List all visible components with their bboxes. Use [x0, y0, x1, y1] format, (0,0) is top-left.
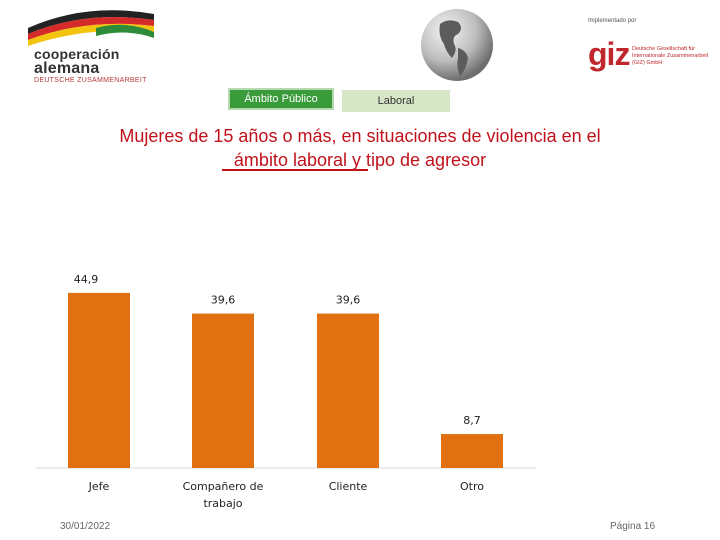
footer-page-number: Página 16 — [610, 521, 656, 532]
logo-text-cooperacion: cooperación — [34, 46, 120, 62]
category-label-4: Otro — [460, 480, 484, 493]
bar-3 — [317, 313, 379, 468]
footer-date: 30/01/2022 — [60, 521, 111, 532]
logo-text-deutsche: DEUTSCHE ZUSAMMENARBEIT — [34, 77, 147, 84]
data-label-1: 44,9 — [74, 273, 99, 286]
chart-title-underlined: ámbito laboral — [233, 150, 352, 170]
data-label-3: 39,6 — [336, 294, 361, 307]
globe-icon — [421, 9, 493, 81]
giz-subtitle: Deutsche Gesellschaft für Internationale… — [632, 46, 709, 66]
title-underline — [222, 169, 368, 171]
category-label-3: Cliente — [329, 480, 368, 493]
bar-1 — [68, 292, 130, 468]
category-label-2-line1: Compañero de — [183, 480, 264, 493]
category-label-2-line2: trabajo — [203, 497, 242, 510]
chart-title-line1: Mujeres de 15 años o más, en situaciones… — [119, 126, 601, 146]
giz-logo: giz — [588, 36, 630, 72]
implementado-por-label: Implementado por — [588, 18, 637, 24]
bar-2 — [192, 313, 254, 468]
logo-text-alemana: alemana — [34, 60, 100, 77]
footer-band — [0, 517, 720, 540]
chart-title-rest: y tipo de agresor — [352, 150, 487, 170]
category-label-1: Jefe — [88, 480, 110, 493]
chart-title: Mujeres de 15 años o más, en situaciones… — [40, 124, 680, 172]
chart-title-line2: ámbito laboral y tipo de agresor — [40, 148, 680, 172]
tab-laboral[interactable]: Laboral — [342, 90, 450, 112]
bar-4 — [441, 434, 503, 468]
data-label-4: 8,7 — [463, 414, 481, 427]
tab-ambito-publico[interactable]: Ámbito Público — [228, 88, 334, 110]
german-flag-swoosh-logo — [28, 10, 154, 46]
bar-chart: 44,9 Jefe 39,6 Compañero de trabajo 39,6 Clien… — [36, 273, 536, 510]
data-label-2: 39,6 — [211, 294, 236, 307]
